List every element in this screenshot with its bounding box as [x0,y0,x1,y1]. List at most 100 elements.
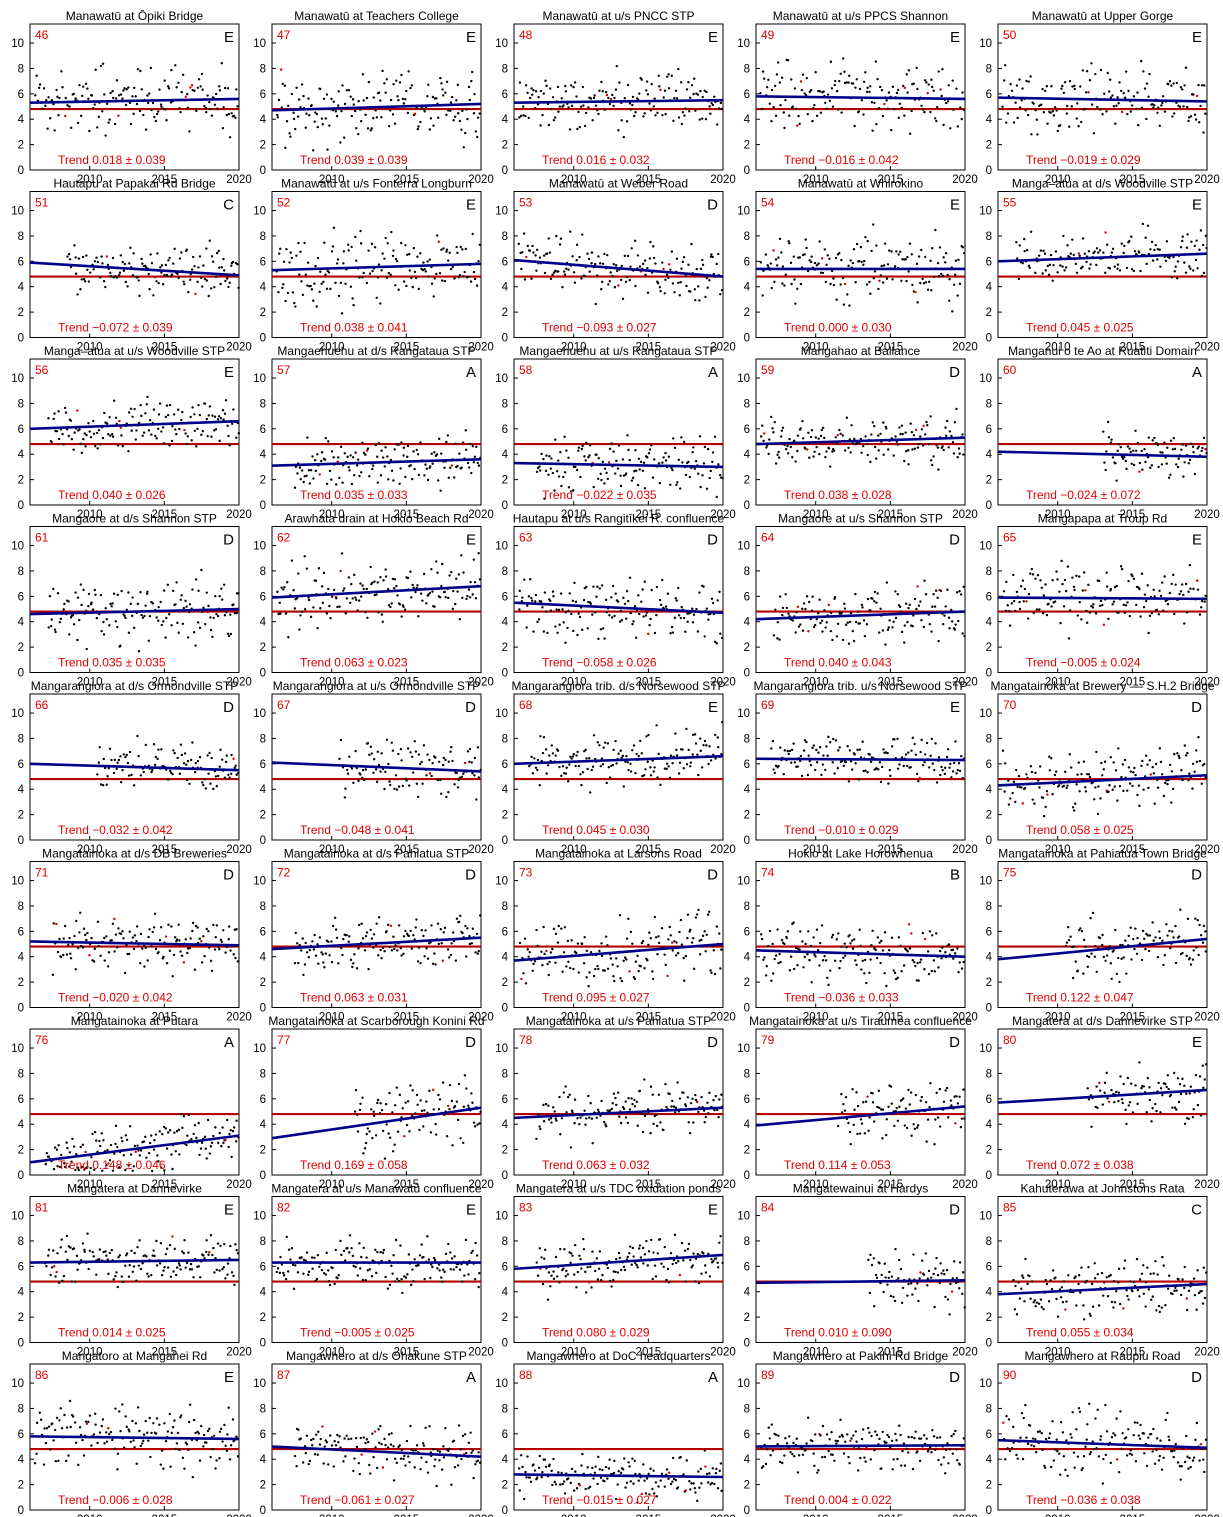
data-point [705,607,709,610]
data-point [1055,109,1058,112]
data-point [1037,779,1040,782]
data-point [888,768,891,772]
data-point [625,590,629,593]
data-point [607,96,610,100]
data-point [1078,790,1081,793]
data-point [539,469,542,472]
data-point [117,927,120,930]
data-point [1056,578,1059,581]
data-point [549,467,552,470]
data-point [1097,251,1100,254]
y-tick-label: 0 [744,500,750,512]
data-point [375,780,379,784]
data-point [688,110,691,113]
data-point [709,112,712,115]
data-point [313,120,316,123]
data-point [1170,582,1173,586]
data-point [312,149,315,152]
y-tick-label: 8 [986,63,992,75]
data-point [652,105,655,108]
data-point [694,916,697,919]
data-point [687,460,690,464]
data-point [218,948,221,951]
data-point [235,928,238,931]
data-point [172,749,175,752]
data-point [1172,436,1175,440]
data-point [650,444,653,447]
data-point [1038,765,1042,768]
data-point [348,755,351,758]
data-point [294,931,297,935]
data-point [1071,576,1074,579]
y-tick-label: 6 [744,89,750,101]
data-point [898,102,902,105]
data-point [914,428,918,432]
data-point [188,130,191,133]
data-point [779,103,782,107]
data-point [682,616,686,620]
data-point [1192,587,1195,591]
data-point [312,299,315,302]
data-point [652,245,655,248]
data-point [778,638,781,641]
data-point [79,442,83,445]
data-point [154,119,157,123]
y-tick-label: 2 [260,977,266,989]
data-point [644,768,647,771]
data-point [403,608,407,611]
data-point [776,621,779,624]
data-point [365,587,369,591]
data-point [160,271,163,274]
data-point [431,962,435,965]
data-point [1076,773,1079,776]
data-point [925,741,929,745]
data-point [1041,796,1045,800]
data-point [1132,577,1136,581]
data-point [912,82,916,85]
data-point [309,284,312,288]
data-point [445,80,449,84]
data-point [423,955,426,958]
data-point [134,438,137,441]
data-point [1128,239,1131,243]
data-point [1012,121,1016,124]
data-point [1146,584,1149,587]
data-point [716,123,719,126]
y-tick-label: 6 [502,926,508,938]
y-tick-label: 0 [502,1003,508,1015]
data-point [825,450,828,453]
data-point [440,248,443,251]
x-tick-label: 2010 [77,174,103,186]
data-point [1150,240,1154,244]
data-point [455,245,458,249]
data-point [1045,789,1049,793]
data-point [235,88,238,91]
data-point [928,766,931,769]
data-point [905,73,908,76]
data-point [107,121,110,124]
data-point [1128,782,1132,785]
trend-line [513,461,724,469]
data-point [1105,450,1108,453]
data-point [599,628,603,631]
data-point [761,70,765,73]
data-point [631,942,634,945]
data-point [67,434,70,438]
data-point [303,241,306,245]
data-point [280,106,284,109]
data-point [598,89,601,92]
data-point [298,943,301,947]
data-point [413,740,416,743]
data-point [793,761,797,764]
data-point [910,109,913,113]
data-point [351,297,354,300]
data-point [231,422,234,425]
data-point [57,437,61,441]
data-point [212,923,215,927]
data-point [86,87,89,90]
data-point [154,434,157,438]
data-point [774,114,778,118]
data-point [350,245,353,249]
data-point [812,455,815,458]
data-point [420,760,423,764]
